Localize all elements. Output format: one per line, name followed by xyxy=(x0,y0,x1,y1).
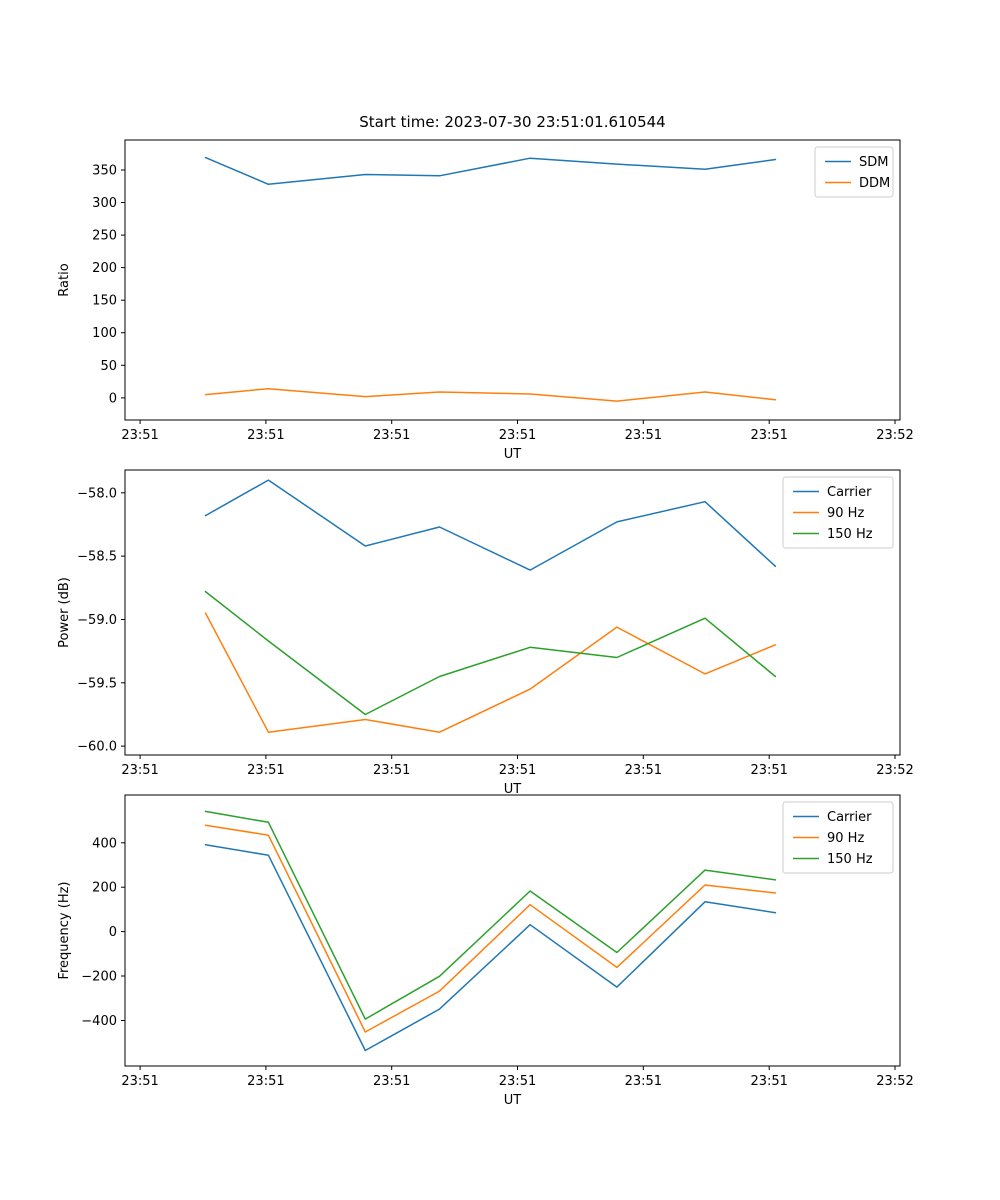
y-tick-label: 300 xyxy=(92,196,117,211)
legend-box xyxy=(782,801,894,874)
subplot-3: 23:51 23:51 23:51 23:51 23:51 23:51 23:52 −400 −… xyxy=(57,794,914,1108)
y-tick-label: −400 xyxy=(81,1014,117,1029)
series-line-carrier xyxy=(204,479,777,571)
x-tick-label: 23:51 xyxy=(750,1074,787,1089)
legend-box xyxy=(782,476,894,549)
y-tick-label: 150 xyxy=(92,294,117,309)
x-tick-label: 23:51 xyxy=(121,428,158,443)
y-tick-label: 50 xyxy=(100,359,117,374)
y-axis-label: Frequency (Hz) xyxy=(57,881,72,979)
x-tick-label: 23:51 xyxy=(247,428,284,443)
x-axis-label: UT xyxy=(504,782,522,797)
x-tick-label: 23:52 xyxy=(876,428,913,443)
axes-frame xyxy=(124,794,901,1067)
legend-label-sdm: SDM xyxy=(859,155,888,170)
y-tick-label: 100 xyxy=(92,326,117,341)
legend-box xyxy=(814,146,894,198)
figure-title: Start time: 2023-07-30 23:51:01.610544 xyxy=(359,113,666,131)
y-axis-label: Ratio xyxy=(57,263,72,296)
subplot-1: 23:51 23:51 23:51 23:51 23:51 23:51 23:52 0 50 10… xyxy=(57,139,914,462)
subplot-2: 23:51 23:51 23:51 23:51 23:51 23:51 23:52 −60.0… xyxy=(57,469,914,797)
x-tick-label: 23:51 xyxy=(625,1074,662,1089)
x-tick-label: 23:51 xyxy=(373,1074,410,1089)
x-tick-label: 23:51 xyxy=(750,763,787,778)
series-line-90-hz xyxy=(204,612,777,733)
x-tick-label: 23:51 xyxy=(499,428,536,443)
legend-label-ddm: DDM xyxy=(859,176,890,191)
y-tick-label: 250 xyxy=(92,229,117,244)
x-tick-label: 23:52 xyxy=(876,1074,913,1089)
legend-label-carrier: Carrier xyxy=(827,485,872,500)
x-tick-label: 23:51 xyxy=(373,428,410,443)
legend: Carrier 90 Hz 150 Hz xyxy=(782,801,894,874)
y-tick-label: −58.5 xyxy=(77,550,117,565)
series-line-150-hz xyxy=(204,810,777,1020)
axes-frame xyxy=(124,469,901,756)
y-tick-label: 200 xyxy=(92,261,117,276)
legend: SDM DDM xyxy=(814,146,894,198)
series-line-sdm xyxy=(204,156,777,186)
y-tick-label: 350 xyxy=(92,164,117,179)
y-tick-label: 0 xyxy=(109,925,117,940)
x-tick-label: 23:51 xyxy=(625,763,662,778)
x-tick-label: 23:52 xyxy=(876,763,913,778)
legend-label-90-hz: 90 Hz xyxy=(827,506,864,521)
legend-label-90-hz: 90 Hz xyxy=(827,831,864,846)
x-tick-label: 23:51 xyxy=(121,1074,158,1089)
x-tick-label: 23:51 xyxy=(247,763,284,778)
series-line-90-hz xyxy=(204,824,777,1033)
y-tick-label: −58.0 xyxy=(77,486,117,501)
x-tick-label: 23:51 xyxy=(625,428,662,443)
series-line-ddm xyxy=(204,387,777,402)
y-tick-label: −60.0 xyxy=(77,740,117,755)
series-line-carrier xyxy=(204,844,777,1052)
series-line-150-hz xyxy=(204,590,777,716)
x-tick-label: 23:51 xyxy=(750,428,787,443)
y-tick-label: −59.0 xyxy=(77,613,117,628)
x-tick-label: 23:51 xyxy=(499,1074,536,1089)
legend-label-150-hz: 150 Hz xyxy=(827,852,873,867)
y-axis-label: Power (dB) xyxy=(57,577,72,648)
legend: Carrier 90 Hz 150 Hz xyxy=(782,476,894,549)
legend-label-150-hz: 150 Hz xyxy=(827,527,873,542)
axes-frame xyxy=(124,139,901,421)
y-tick-label: 0 xyxy=(109,391,117,406)
y-tick-label: −59.5 xyxy=(77,676,117,691)
y-tick-label: −200 xyxy=(81,970,117,985)
x-tick-label: 23:51 xyxy=(373,763,410,778)
x-axis-label: UT xyxy=(504,447,522,462)
x-axis-label: UT xyxy=(504,1093,522,1108)
y-tick-label: 200 xyxy=(92,881,117,896)
x-tick-label: 23:51 xyxy=(247,1074,284,1089)
x-tick-label: 23:51 xyxy=(121,763,158,778)
legend-label-carrier: Carrier xyxy=(827,810,872,825)
x-tick-label: 23:51 xyxy=(499,763,536,778)
y-tick-label: 400 xyxy=(92,836,117,851)
